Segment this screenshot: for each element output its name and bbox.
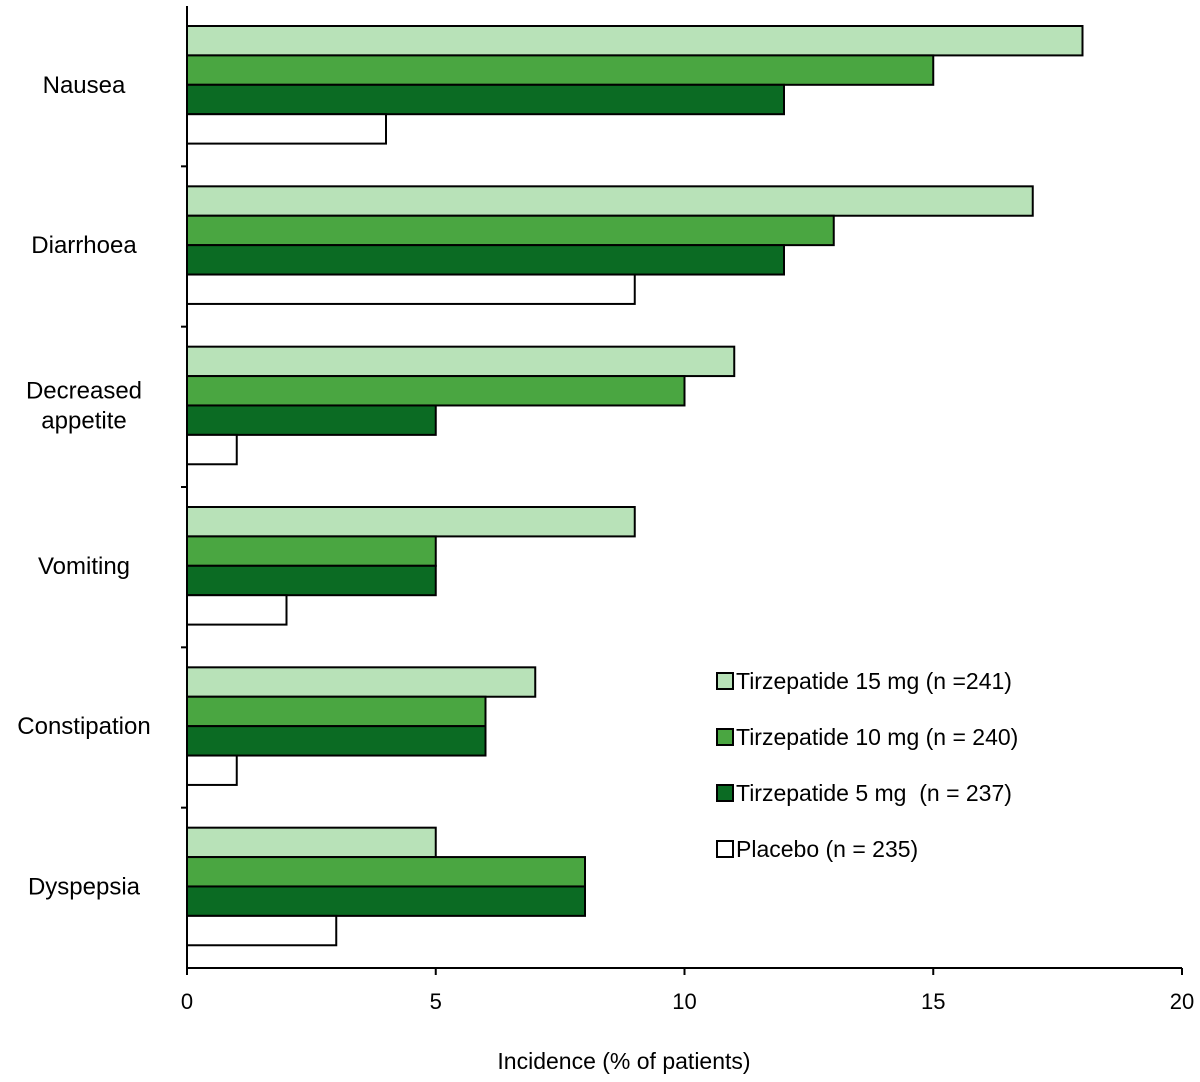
x-ticks: 0 5 10 15 20 xyxy=(181,968,1194,1014)
bar-decreased-appetite-series-1 xyxy=(186,345,736,378)
bars-layer xyxy=(186,25,1084,947)
bar-decreased-appetite-series-3 xyxy=(186,404,437,436)
bar-dyspepsia-series-1 xyxy=(186,826,437,859)
bar-decreased-appetite-series-4 xyxy=(186,433,238,466)
x-axis-title: Incidence (% of patients) xyxy=(497,1048,750,1074)
x-tick-label-10: 10 xyxy=(672,989,696,1014)
bar-constipation-series-4 xyxy=(186,754,238,786)
bar-diarrhoea-series-1 xyxy=(186,185,1034,217)
bar-constipation-series-3 xyxy=(186,725,487,757)
bar-dyspepsia-series-4 xyxy=(186,914,338,947)
legend-label-3: Tirzepatide 5 mg (n = 237) xyxy=(736,780,1012,806)
bar-nausea-series-4 xyxy=(186,113,387,145)
legend: Tirzepatide 15 mg (n =241) Tirzepatide 10… xyxy=(716,668,1018,862)
bar-decreased-appetite-series-2 xyxy=(186,375,686,407)
category-label-dyspepsia: Dyspepsia xyxy=(28,873,141,900)
legend-swatch-4 xyxy=(716,840,734,858)
bar-diarrhoea-series-2 xyxy=(186,214,835,247)
x-tick-label-0: 0 xyxy=(181,989,193,1014)
bar-nausea-series-2 xyxy=(186,54,935,86)
category-label-constipation: Constipation xyxy=(17,713,150,740)
bar-vomiting-series-3 xyxy=(186,564,437,597)
category-labels: Nausea Diarrhoea Decreased appetite Vomiting… xyxy=(17,72,150,901)
legend-label-2: Tirzepatide 10 mg (n = 240) xyxy=(736,724,1018,750)
bar-nausea-series-3 xyxy=(186,83,785,116)
bar-dyspepsia-series-3 xyxy=(186,885,586,917)
bar-vomiting-series-4 xyxy=(186,594,288,626)
category-label-nausea: Nausea xyxy=(43,72,126,99)
bar-vomiting-series-1 xyxy=(186,506,636,538)
bar-constipation-series-1 xyxy=(186,666,537,698)
category-label-vomiting: Vomiting xyxy=(38,553,130,580)
x-tick-label-20: 20 xyxy=(1170,989,1194,1014)
legend-swatch-2 xyxy=(716,728,734,746)
bar-constipation-series-2 xyxy=(186,695,487,728)
legend-label-1: Tirzepatide 15 mg (n =241) xyxy=(736,668,1012,694)
legend-swatch-1 xyxy=(716,672,734,690)
legend-swatch-3 xyxy=(716,784,734,802)
bar-diarrhoea-series-3 xyxy=(186,244,785,276)
x-tick-label-15: 15 xyxy=(921,989,945,1014)
y-ticks xyxy=(181,165,187,809)
legend-label-4: Placebo (n = 235) xyxy=(736,836,918,862)
bar-vomiting-series-2 xyxy=(186,535,437,567)
bar-diarrhoea-series-4 xyxy=(186,273,636,305)
bar-nausea-series-1 xyxy=(186,25,1084,57)
category-label-diarrhoea: Diarrhoea xyxy=(31,232,137,259)
bar-dyspepsia-series-2 xyxy=(186,856,586,888)
category-label-decreased-appetite: Decreased appetite xyxy=(26,377,142,434)
x-tick-label-5: 5 xyxy=(430,989,442,1014)
